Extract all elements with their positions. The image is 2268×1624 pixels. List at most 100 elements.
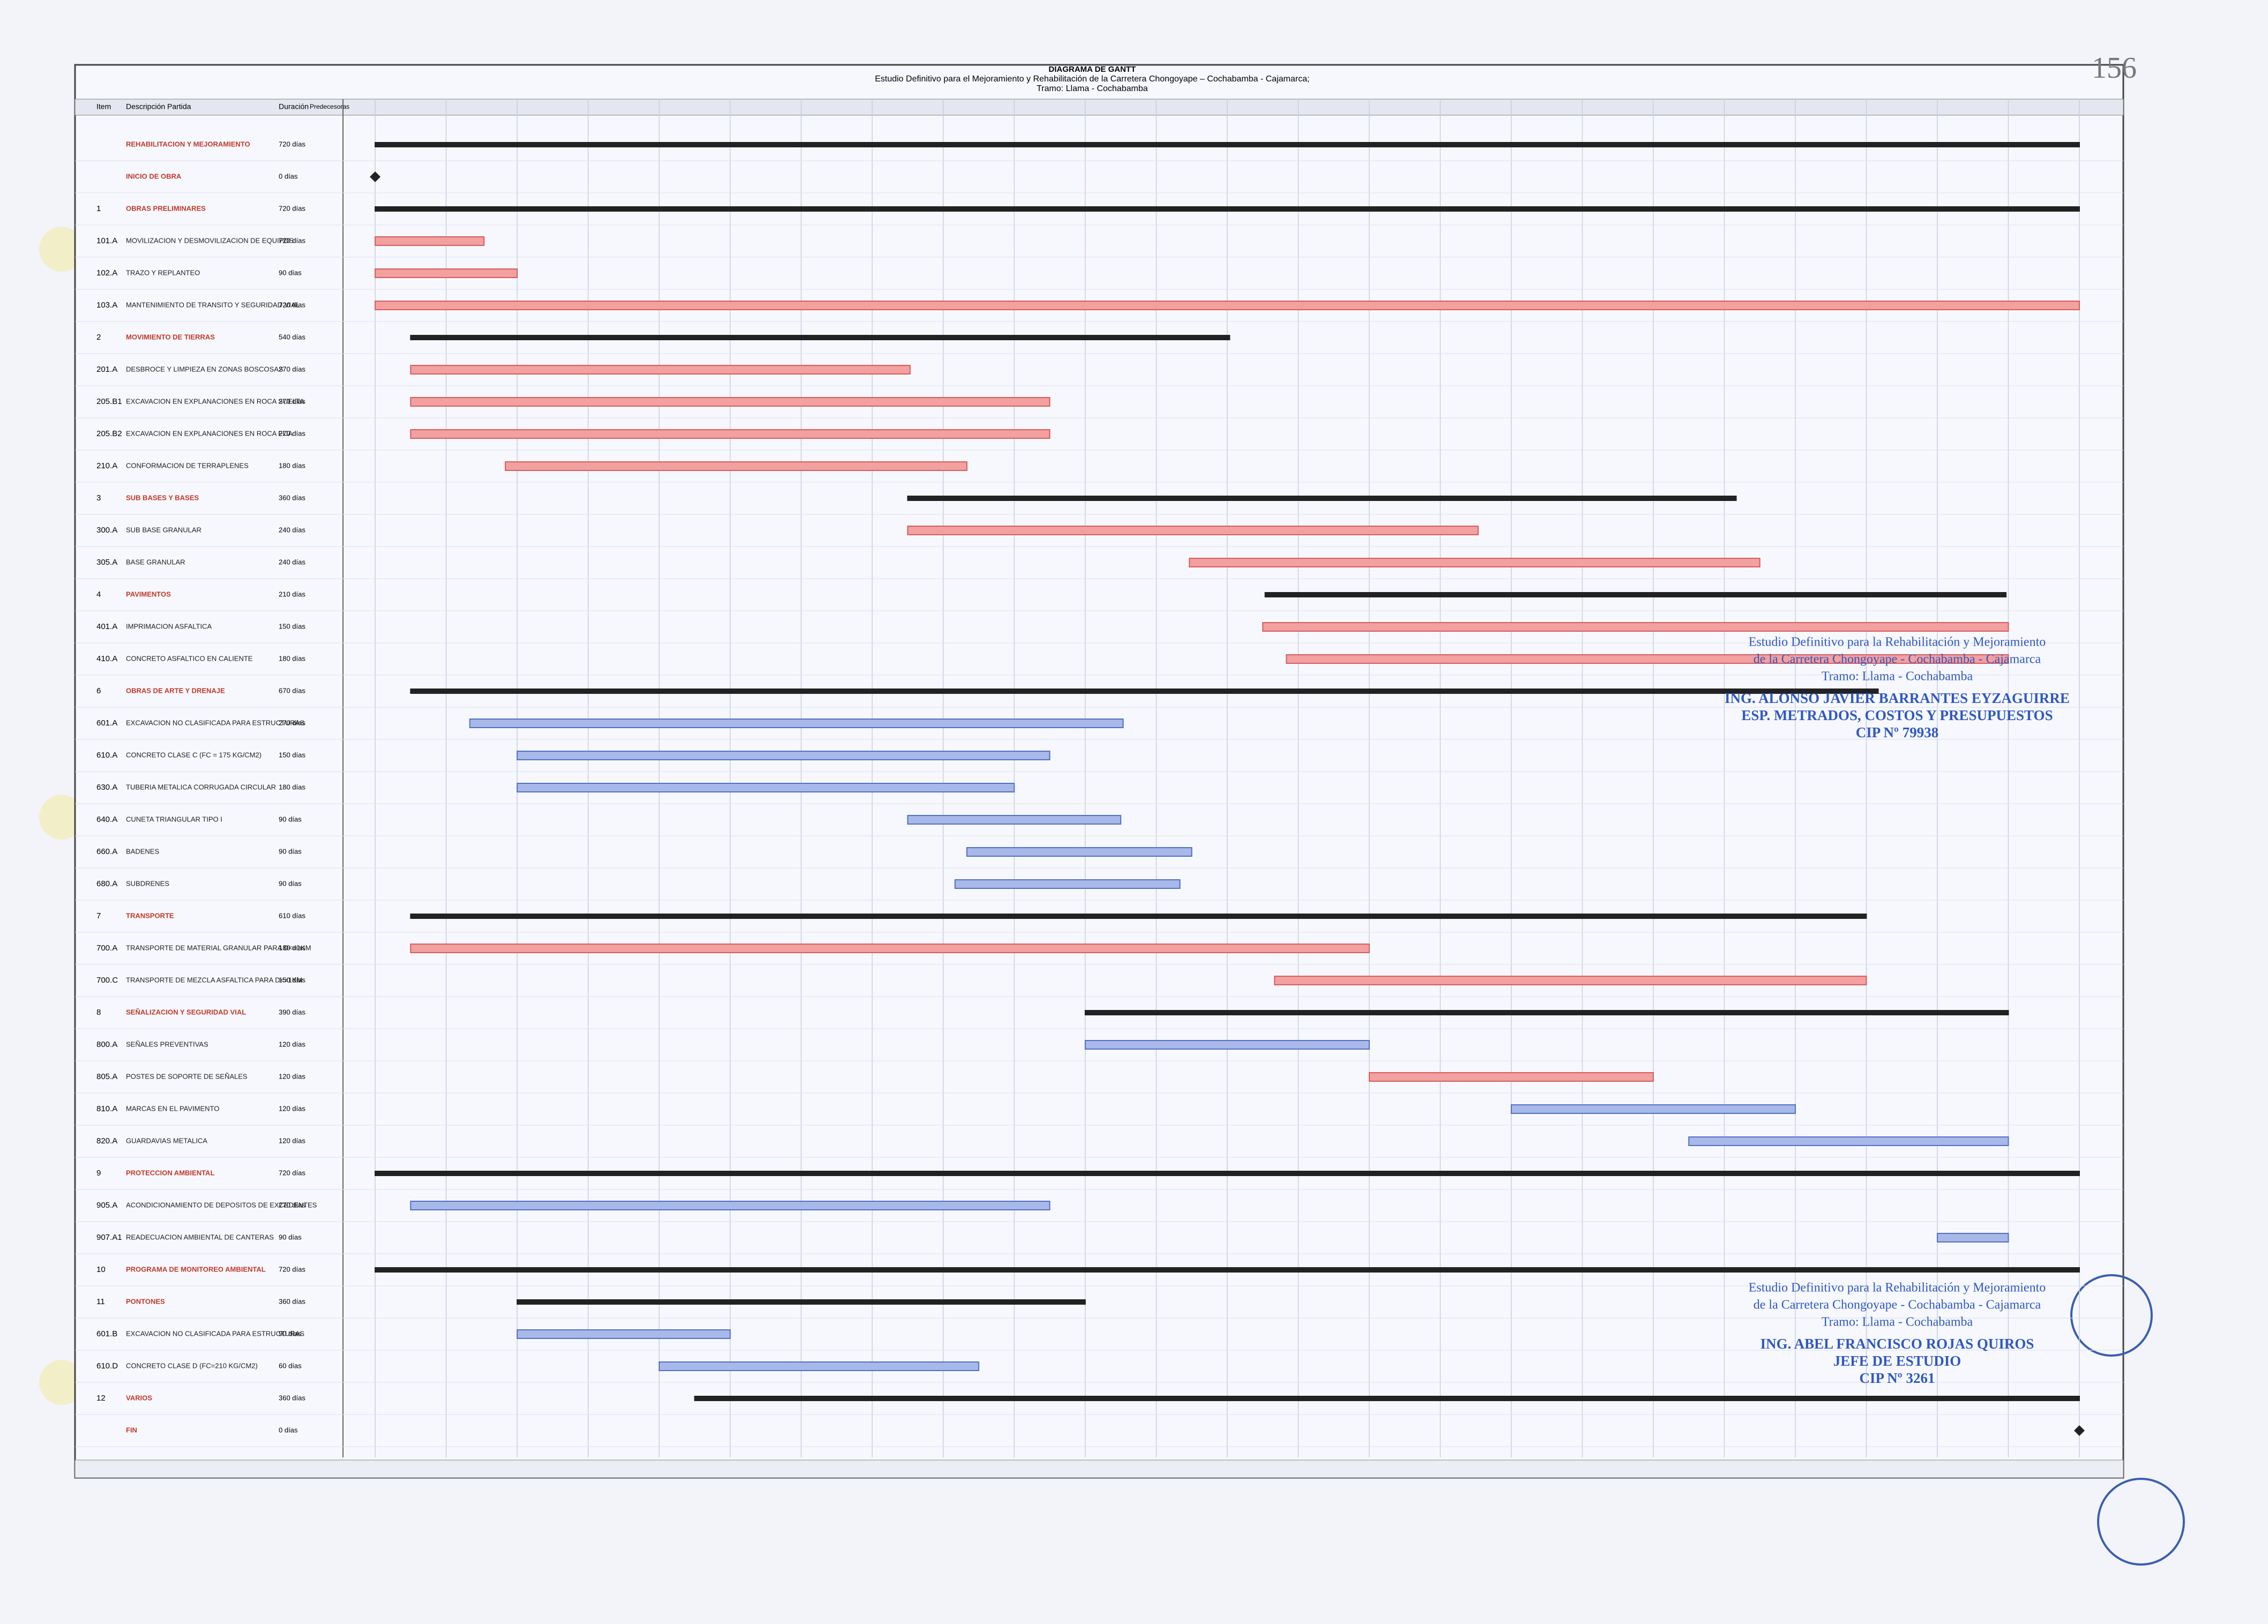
- task-name: MOVILIZACION Y DESMOVILIZACION DE EQUIPO…: [126, 236, 294, 244]
- seal: [2097, 1478, 2185, 1566]
- summary-bar: [375, 206, 2080, 212]
- task-code: 610.D: [96, 1361, 118, 1371]
- stamp-text: de la Carretera Chongoyape - Cochabamba …: [1754, 1298, 2041, 1312]
- stamp-text: Tramo: Llama - Cochabamba: [1822, 670, 1973, 684]
- task-duration: 720 días: [279, 1169, 305, 1177]
- page-number: 156: [2092, 51, 2137, 85]
- task-code: 7: [96, 911, 101, 920]
- task-duration: 90 días: [279, 1329, 302, 1337]
- task-bar: [659, 1361, 980, 1371]
- task-duration: 90 días: [279, 815, 302, 823]
- task-bar: [954, 879, 1181, 889]
- task-duration: 0 días: [279, 172, 298, 180]
- task-code: 640.A: [96, 815, 117, 824]
- task-code: 205.B1: [96, 397, 122, 406]
- task-duration: 270 días: [279, 365, 305, 373]
- task-code: 101.A: [96, 236, 117, 245]
- summary-bar: [410, 688, 1879, 694]
- task-name: CUNETA TRIANGULAR TIPO I: [126, 815, 222, 823]
- task-name: CONFORMACION DE TERRAPLENES: [126, 461, 249, 469]
- task-bar: [410, 1201, 1050, 1210]
- task-bar: [1937, 1233, 2009, 1243]
- column-header: Duración: [279, 102, 309, 111]
- task-duration: 120 días: [279, 1104, 305, 1112]
- legend-strip: [74, 1460, 2124, 1478]
- task-code: 601.B: [96, 1329, 117, 1338]
- task-duration: 150 días: [279, 751, 305, 759]
- task-duration: 270 días: [279, 429, 305, 437]
- stamp-text: ING. ALONSO JAVIER BARRANTES EYZAGUIRRE: [1725, 690, 2070, 706]
- task-code: 2: [96, 333, 101, 342]
- stamp-text: Estudio Definitivo para la Rehabilitació…: [1749, 635, 2046, 649]
- task-code: 102.A: [96, 268, 117, 278]
- task-name: READECUACION AMBIENTAL DE CANTERAS: [126, 1233, 274, 1241]
- task-duration: 270 días: [279, 1201, 305, 1209]
- task-code: 630.A: [96, 783, 117, 792]
- milestone: [370, 171, 381, 182]
- task-duration: 180 días: [279, 461, 305, 469]
- task-name: PONTONES: [126, 1297, 165, 1305]
- task-duration: 610 días: [279, 911, 305, 919]
- task-code: 601.A: [96, 719, 117, 728]
- task-code: 805.A: [96, 1072, 117, 1081]
- task-duration: 90 días: [279, 1233, 302, 1241]
- punch-hole: [39, 1360, 84, 1405]
- task-bar: [517, 751, 1050, 760]
- task-code: 6: [96, 686, 101, 695]
- task-code: 410.A: [96, 654, 117, 663]
- task-name: SUB BASE GRANULAR: [126, 526, 202, 534]
- stamp-text: JEFE DE ESTUDIO: [1833, 1353, 1961, 1369]
- subtitle: Tramo: Llama - Cochabamba: [1036, 84, 1148, 93]
- task-name: DESBROCE Y LIMPIEZA EN ZONAS BOSCOSAS: [126, 365, 284, 373]
- task-duration: 90 días: [279, 879, 302, 887]
- milestone: [2074, 1425, 2085, 1436]
- header-strip: [74, 99, 2124, 116]
- task-bar: [410, 365, 911, 375]
- stamp-text: CIP Nº 79938: [1856, 724, 1938, 740]
- task-name: PROTECCION AMBIENTAL: [126, 1169, 214, 1177]
- task-name: EXCAVACION NO CLASIFICADA PARA ESTRUCTUR…: [126, 719, 304, 727]
- task-bar: [410, 944, 1370, 953]
- task-bar: [375, 301, 2080, 310]
- task-code: 103.A: [96, 301, 117, 310]
- task-name: SUBDRENES: [126, 879, 169, 887]
- task-duration: 720 días: [279, 204, 305, 212]
- summary-bar: [375, 1267, 2080, 1273]
- task-code: 300.A: [96, 526, 117, 535]
- task-duration: 180 días: [279, 783, 305, 791]
- task-name: POSTES DE SOPORTE DE SEÑALES: [126, 1072, 248, 1080]
- task-code: 201.A: [96, 365, 117, 374]
- summary-bar: [410, 335, 1230, 340]
- task-name: TRANSPORTE DE MEZCLA ASFALTICA PARA D<=1…: [126, 976, 302, 984]
- task-name: SEÑALIZACION Y SEGURIDAD VIAL: [126, 1008, 246, 1016]
- task-name: TRANSPORTE DE MATERIAL GRANULAR PARA D<=…: [126, 944, 311, 952]
- task-code: 820.A: [96, 1136, 117, 1146]
- column-header: Predecesoras: [310, 103, 349, 110]
- task-duration: 150 días: [279, 622, 305, 630]
- task-code: 905.A: [96, 1201, 117, 1210]
- task-name: TRAZO Y REPLANTEO: [126, 268, 200, 276]
- task-code: 12: [96, 1394, 106, 1403]
- task-duration: 120 días: [279, 1072, 305, 1080]
- task-bar: [1688, 1136, 2009, 1146]
- task-name: TUBERIA METALICA CORRUGADA CIRCULAR: [126, 783, 276, 791]
- task-name: MARCAS EN EL PAVIMENTO: [126, 1104, 219, 1112]
- task-bar: [907, 815, 1122, 825]
- summary-bar: [694, 1396, 2080, 1401]
- task-code: 4: [96, 590, 101, 599]
- task-bar: [375, 268, 518, 278]
- task-duration: 120 días: [279, 1040, 305, 1048]
- summary-bar: [907, 496, 1737, 501]
- task-code: 10: [96, 1265, 106, 1274]
- stamp-text: CIP Nº 3261: [1860, 1370, 1935, 1386]
- task-bar: [410, 397, 1050, 407]
- task-duration: 360 días: [279, 1297, 305, 1305]
- task-bar: [504, 461, 968, 471]
- task-code: 660.A: [96, 847, 117, 856]
- task-code: 680.A: [96, 879, 117, 888]
- task-bar: [410, 429, 1050, 439]
- task-name: PAVIMENTOS: [126, 590, 171, 598]
- task-bar: [1286, 654, 2009, 664]
- task-code: 907.A1: [96, 1233, 122, 1242]
